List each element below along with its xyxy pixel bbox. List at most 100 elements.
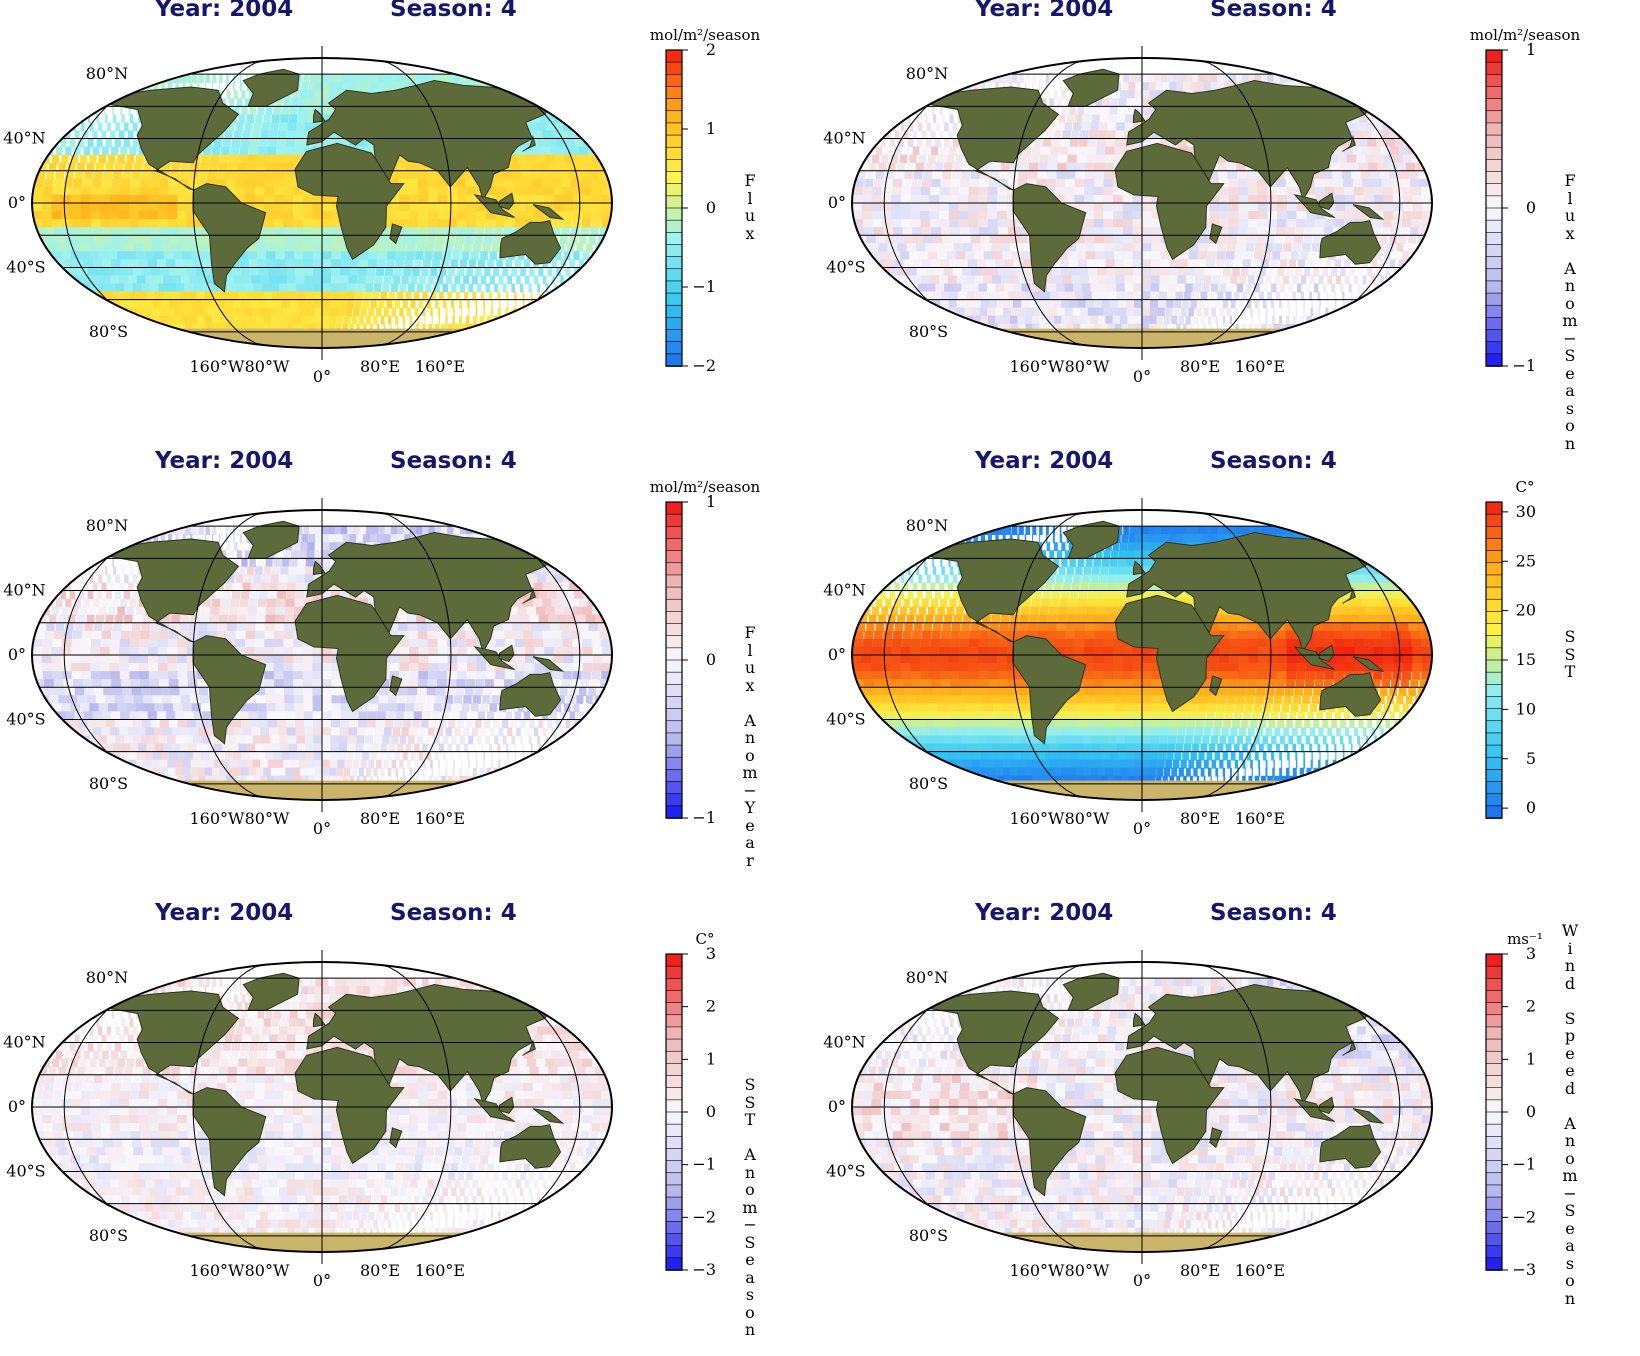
data-cell <box>1412 194 1424 204</box>
data-cell <box>925 138 932 148</box>
data-cell <box>1302 243 1311 253</box>
data-cell <box>301 323 311 333</box>
data-cell <box>1026 307 1041 317</box>
data-cell <box>1150 299 1159 309</box>
data-cell <box>1402 211 1413 220</box>
data-cell <box>1183 82 1195 92</box>
data-cell <box>285 267 297 277</box>
data-cell <box>1325 307 1329 317</box>
continent <box>522 135 536 152</box>
data-cell <box>123 267 138 277</box>
data-cell <box>551 146 565 156</box>
data-cell <box>569 582 585 592</box>
data-cell <box>592 194 604 204</box>
data-cell <box>1318 275 1324 285</box>
data-cell <box>943 267 958 277</box>
data-cell <box>238 251 250 261</box>
data-cell <box>71 186 82 196</box>
data-cell <box>390 323 392 333</box>
data-cell <box>399 203 410 212</box>
data-cell <box>154 275 168 285</box>
data-cell <box>1419 227 1429 237</box>
data-cell <box>1276 186 1288 196</box>
data-cell <box>1315 186 1327 196</box>
data-cell <box>218 162 228 172</box>
data-cell <box>563 283 566 293</box>
data-cell <box>1065 178 1076 188</box>
data-cell <box>444 243 454 253</box>
data-cell <box>97 542 103 552</box>
data-cell <box>87 267 103 277</box>
data-cell <box>190 307 206 317</box>
data-cell <box>1046 178 1057 188</box>
data-cell <box>1391 227 1400 237</box>
data-cell <box>80 606 88 616</box>
data-cell <box>921 146 929 156</box>
data-cell <box>88 566 91 576</box>
data-cell <box>339 275 349 285</box>
data-cell <box>261 574 270 584</box>
data-cell <box>295 582 305 592</box>
data-cell <box>929 203 941 212</box>
data-cell <box>493 170 505 180</box>
data-cell <box>235 630 246 640</box>
data-cell <box>525 203 536 212</box>
data-cell <box>1214 267 1223 277</box>
data-cell <box>1093 211 1105 220</box>
data-cell <box>188 235 201 245</box>
data-cell <box>591 638 603 648</box>
data-cell <box>367 259 377 269</box>
data-cell <box>1363 186 1375 196</box>
data-cell <box>1103 203 1114 212</box>
data-cell <box>322 211 333 220</box>
data-cell <box>1389 130 1405 140</box>
data-cell <box>1277 203 1288 212</box>
data-cell <box>505 291 509 301</box>
data-cell <box>1304 323 1315 333</box>
data-cell <box>357 275 366 285</box>
data-cell <box>1392 219 1402 228</box>
data-cell <box>1274 275 1281 285</box>
data-cell <box>275 154 286 164</box>
data-cell <box>1104 251 1116 261</box>
data-cell <box>273 106 282 116</box>
data-cell <box>961 267 976 277</box>
latitude-label: 40°S <box>6 257 45 276</box>
data-cell <box>545 574 562 584</box>
data-cell <box>1193 283 1202 293</box>
data-cell <box>244 638 256 648</box>
data-cell <box>894 170 904 180</box>
data-cell <box>1122 194 1134 204</box>
data-cell <box>1343 146 1357 156</box>
data-cell <box>385 267 394 277</box>
data-cell <box>303 267 314 277</box>
data-cell <box>1237 235 1247 245</box>
data-cell <box>934 138 942 148</box>
data-cell <box>1176 323 1181 333</box>
data-cell <box>89 574 94 584</box>
data-cell <box>219 315 234 325</box>
data-cell <box>1357 283 1361 293</box>
data-cell <box>248 542 254 552</box>
data-cell <box>969 178 980 188</box>
data-cell <box>1245 243 1255 253</box>
data-cell <box>60 590 66 600</box>
data-cell <box>235 283 248 293</box>
data-cell <box>520 138 534 148</box>
data-cell <box>92 275 108 285</box>
data-cell <box>1142 299 1151 309</box>
data-cell <box>153 534 159 544</box>
data-cell <box>1306 315 1312 325</box>
data-cell <box>1389 235 1398 245</box>
data-cell <box>573 606 587 616</box>
data-cell <box>1226 243 1236 253</box>
data-cell <box>459 259 467 269</box>
data-cell <box>569 170 582 180</box>
data-cell <box>399 638 410 648</box>
data-cell <box>852 211 864 220</box>
data-cell <box>503 323 515 333</box>
data-cell <box>422 259 431 269</box>
data-cell <box>1374 251 1382 261</box>
data-cell <box>1051 267 1064 277</box>
data-cell <box>920 186 931 196</box>
